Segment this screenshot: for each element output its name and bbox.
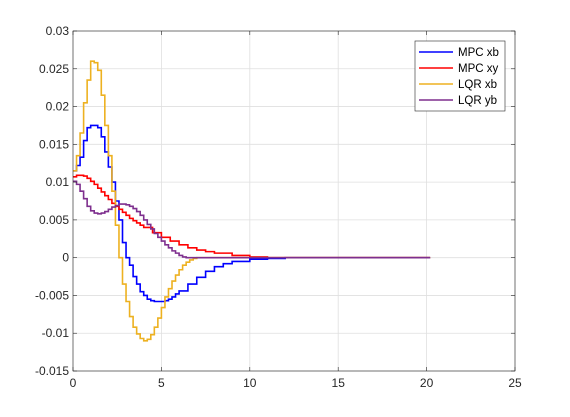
y-tick-label: -0.015 [35,364,69,378]
y-tick-label: 0.025 [39,62,69,76]
y-tick-label: -0.01 [42,326,70,340]
series-line-mpc-xy [73,174,431,259]
y-tick-label: 0 [62,251,69,265]
y-tick-label: 0.005 [39,213,69,227]
x-tick-label: 10 [243,376,257,390]
y-tick-label: 0.02 [46,100,70,114]
series-group [73,60,431,342]
series-line-lqr-xb [73,60,431,342]
ticks: 0 5 10 15 20 25 -0.015 -0.01 -0.005 0 0.005 0.01 0.0… [35,24,522,390]
legend-label: MPC xy [458,63,499,75]
y-tick-label: -0.005 [35,288,69,302]
legend[interactable]: MPC xb MPC xy LQR xb LQR yb [414,40,506,112]
x-tick-label: 25 [508,376,522,390]
series-line-mpc-xb [73,124,431,303]
x-tick-label: 15 [332,376,346,390]
legend-label: LQR xb [458,79,497,91]
x-tick-label: 0 [70,376,77,390]
y-tick-label: 0.03 [46,24,70,38]
plot-area-border [72,30,516,372]
legend-label: MPC xb [458,47,499,59]
legend-label: LQR yb [458,95,497,107]
x-tick-label: 20 [420,376,434,390]
y-tick-label: 0.015 [39,137,69,151]
y-tick-label: 0.01 [46,175,70,189]
series-line-lqr-yb [73,180,431,259]
x-tick-label: 5 [158,376,165,390]
